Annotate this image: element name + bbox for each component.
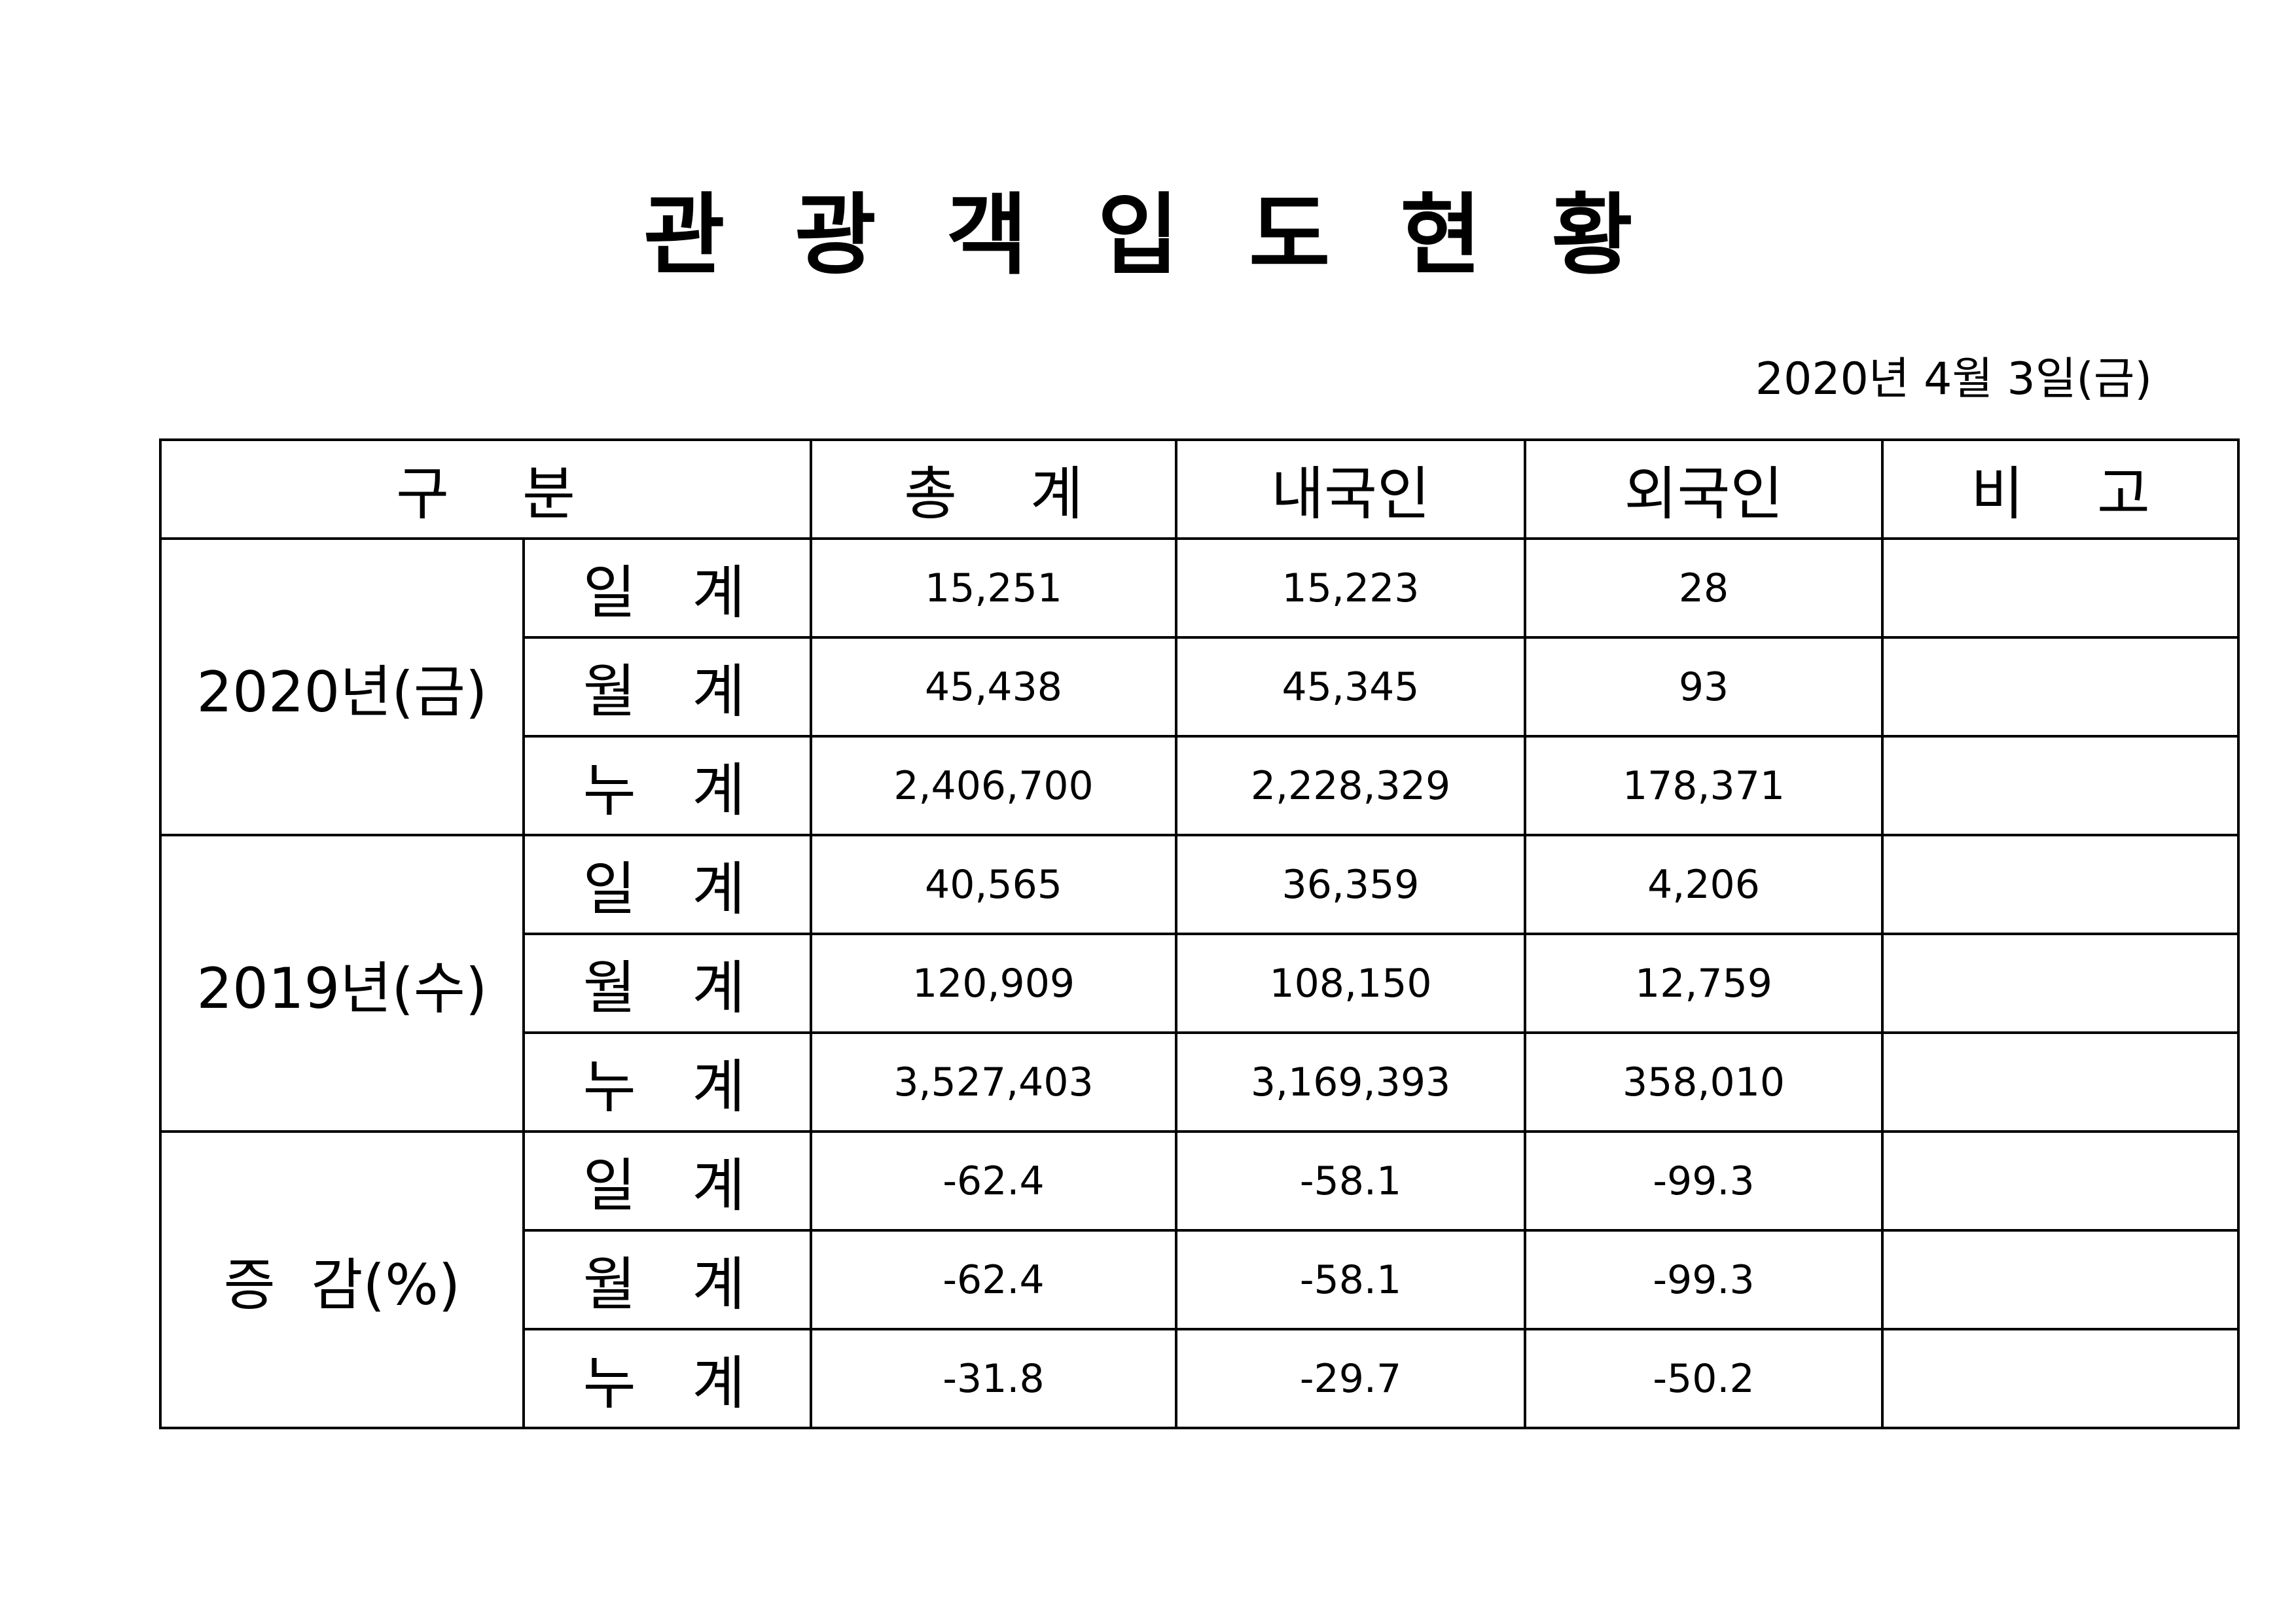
- value-cell: 358,010: [1524, 1031, 1884, 1133]
- title: 관 광 객 입 도 현 황: [643, 184, 1653, 287]
- row-label: 일 계: [522, 834, 812, 935]
- value-cell: -31.8: [810, 1328, 1177, 1429]
- remark-cell: [1881, 735, 2240, 836]
- data-row: 2019년(수) 일 계 40,565 36,359 4,206: [159, 834, 2240, 1133]
- row-label: 누 계: [522, 735, 812, 836]
- value-cell: 28: [1524, 537, 1884, 639]
- value-cell: -99.3: [1524, 1130, 1884, 1232]
- value-cell: 45,345: [1175, 636, 1526, 738]
- value-cell: 3,169,393: [1175, 1031, 1526, 1133]
- data-row: 월 계 45,438 45,345 93: [160, 636, 2240, 738]
- remark-cell: [1881, 834, 2240, 935]
- value-cell: -58.1: [1175, 1229, 1526, 1330]
- data-row: 누 계 2,406,700 2,228,329 178,371: [160, 735, 2240, 836]
- value-cell: 108,150: [1175, 933, 1526, 1034]
- value-cell: -58.1: [1175, 1130, 1526, 1232]
- remark-cell: [1881, 1130, 2240, 1232]
- data-row: 누 계 3,527,403 3,169,393 358,010: [160, 1031, 2240, 1133]
- value-cell: 12,759: [1524, 933, 1884, 1034]
- value-cell: 2,406,700: [810, 735, 1177, 836]
- header-cell: 비 고: [1881, 438, 2240, 540]
- value-cell: -29.7: [1175, 1328, 1526, 1429]
- value-cell: 15,251: [810, 537, 1177, 639]
- value-cell: 120,909: [810, 933, 1177, 1034]
- header-cell: 외국인: [1524, 438, 1884, 540]
- date: 2020년 4월 3일(금): [1755, 353, 2152, 405]
- group-label: 2019년(수): [159, 834, 525, 1133]
- value-cell: 2,228,329: [1175, 735, 1526, 836]
- value-cell: 15,223: [1175, 537, 1526, 639]
- value-cell: -62.4: [810, 1130, 1177, 1232]
- row-label: 누 계: [522, 1328, 812, 1429]
- data-row: 월 계 120,909 108,150 12,759: [160, 933, 2240, 1034]
- row-label: 월 계: [522, 1229, 812, 1330]
- group-label: 증 감(%): [159, 1130, 525, 1429]
- value-cell: -50.2: [1524, 1328, 1884, 1429]
- header-cell: 총 계: [810, 438, 1177, 540]
- remark-cell: [1881, 636, 2240, 738]
- value-cell: 40,565: [810, 834, 1177, 935]
- remark-cell: [1881, 537, 2240, 639]
- value-cell: 45,438: [810, 636, 1177, 738]
- value-cell: 93: [1524, 636, 1884, 738]
- value-cell: 178,371: [1524, 735, 1884, 836]
- data-row: 증 감(%) 일 계 -62.4 -58.1 -99.3: [159, 1130, 2240, 1429]
- remark-cell: [1881, 933, 2240, 1034]
- row-label: 월 계: [522, 636, 812, 738]
- remark-cell: [1881, 1229, 2240, 1330]
- value-cell: 36,359: [1175, 834, 1526, 935]
- data-row: 월 계 -62.4 -58.1 -99.3: [160, 1229, 2240, 1330]
- remark-cell: [1881, 1031, 2240, 1133]
- data-row: 2020년(금) 일 계 15,251 15,223 28: [159, 537, 2240, 836]
- row-label: 월 계: [522, 933, 812, 1034]
- data-row: 누 계 -31.8 -29.7 -50.2: [160, 1328, 2240, 1429]
- row-label: 누 계: [522, 1031, 812, 1133]
- value-cell: -99.3: [1524, 1229, 1884, 1330]
- value-cell: 4,206: [1524, 834, 1884, 935]
- row-label: 일 계: [522, 1130, 812, 1232]
- header-cell: 내국인: [1175, 438, 1526, 540]
- row-label: 일 계: [522, 537, 812, 639]
- group-label: 2020년(금): [159, 537, 525, 836]
- header-cell: 구 분: [159, 438, 812, 540]
- value-cell: -62.4: [810, 1229, 1177, 1330]
- remark-cell: [1881, 1328, 2240, 1429]
- value-cell: 3,527,403: [810, 1031, 1177, 1133]
